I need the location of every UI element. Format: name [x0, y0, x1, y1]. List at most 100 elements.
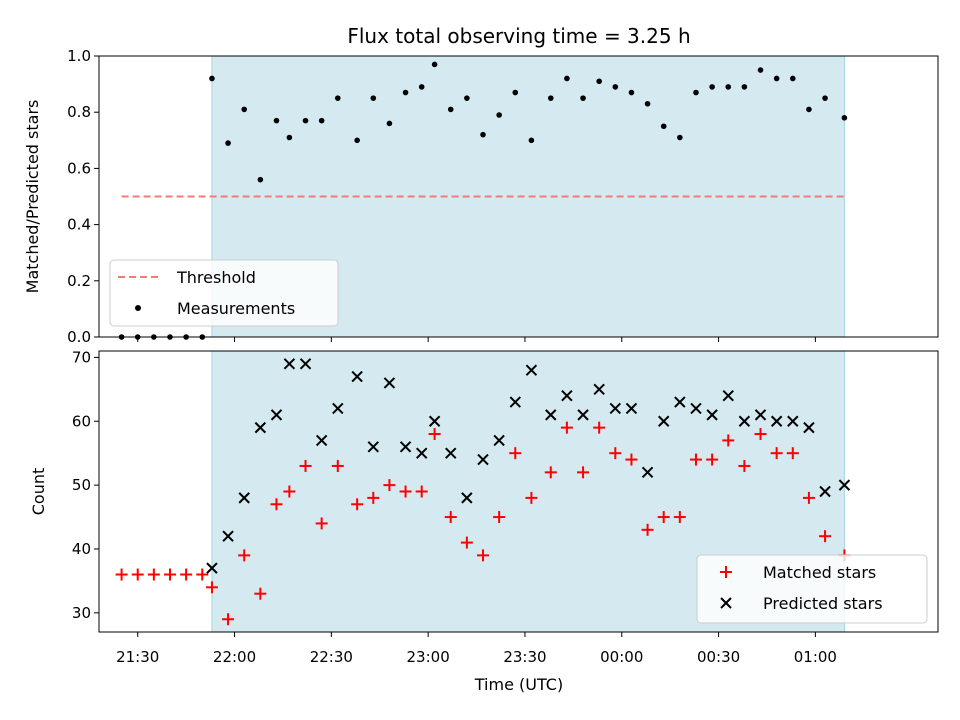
- bottom-xtick-label: 00:00: [600, 648, 643, 666]
- matched-star-point: [819, 530, 832, 543]
- matched-star-point: [641, 523, 654, 536]
- bottom-xtick-label: 22:30: [310, 648, 353, 666]
- matched-star-point: [689, 453, 702, 466]
- matched-star-point: [180, 568, 193, 581]
- predicted-star-point: [206, 562, 218, 574]
- predicted-star-point: [509, 396, 521, 408]
- predicted-star-point: [315, 434, 328, 447]
- measurement-point: [596, 78, 602, 85]
- legend-threshold-label: Threshold: [176, 268, 256, 287]
- matched-stars-points: [115, 421, 851, 626]
- matched-star-point: [577, 466, 590, 479]
- measurement-point: [386, 120, 393, 127]
- matched-star-point: [270, 498, 283, 511]
- matched-star-point: [331, 459, 344, 472]
- measurement-point: [418, 84, 425, 90]
- measurement-point: [660, 123, 667, 130]
- measurement-point: [302, 117, 309, 124]
- bottom-ytick-label: 70: [72, 348, 91, 366]
- matched-star-point: [625, 453, 638, 466]
- predicted-star-point: [445, 447, 457, 459]
- measurements-points: [118, 61, 848, 340]
- legend-predicted-label: Predicted stars: [763, 594, 883, 613]
- top-y-ticks: 0.0 0.2 0.4 0.6 0.8 1.0: [67, 47, 99, 346]
- predicted-star-point: [609, 402, 622, 415]
- measurement-point: [564, 75, 570, 82]
- measurement-point: [431, 61, 438, 68]
- measurement-point: [725, 84, 732, 90]
- matched-star-point: [509, 447, 522, 460]
- matched-star-point: [493, 511, 506, 524]
- measurement-point: [480, 131, 486, 138]
- measurement-point: [496, 112, 502, 118]
- bottom-xtick-label: 21:30: [116, 648, 159, 666]
- matched-star-point: [163, 568, 176, 581]
- legend-matched-label: Matched stars: [763, 563, 876, 582]
- predicted-star-point: [399, 441, 412, 453]
- matched-star-point: [706, 453, 719, 466]
- matched-star-point: [283, 485, 296, 498]
- bottom-xtick-label: 22:00: [213, 648, 256, 666]
- measurement-point: [789, 75, 796, 82]
- predicted-star-point: [299, 358, 312, 370]
- measurement-point: [693, 89, 699, 96]
- bottom-y-ticks: 30 40 50 60 70: [72, 348, 99, 622]
- bottom-legend: Matched stars Predicted stars: [696, 554, 928, 624]
- measurement-point: [628, 89, 635, 96]
- matched-star-point: [147, 568, 160, 581]
- measurement-point: [464, 95, 470, 101]
- top-ytick-label: 0.2: [67, 272, 91, 290]
- matched-star-point: [415, 485, 428, 498]
- measurement-point: [354, 137, 360, 144]
- matched-star-point: [560, 421, 573, 434]
- measurement-point: [806, 106, 812, 113]
- legend-measurements-label: Measurements: [177, 299, 295, 318]
- measurement-point: [741, 84, 748, 90]
- measurement-point: [841, 115, 848, 121]
- predicted-star-point: [222, 530, 234, 542]
- matched-star-point: [770, 447, 783, 460]
- legend-predicted-swatch: [720, 597, 732, 609]
- bottom-ytick-label: 60: [72, 412, 91, 430]
- measurement-point: [709, 84, 715, 90]
- matched-star-point: [673, 511, 686, 524]
- matched-star-point: [399, 485, 412, 498]
- bottom-xtick-label: 01:00: [794, 648, 837, 666]
- measurement-point: [209, 75, 215, 82]
- measurement-point: [286, 134, 293, 141]
- predicted-star-point: [770, 415, 783, 427]
- matched-star-point: [254, 587, 267, 600]
- matched-star-point: [722, 434, 735, 447]
- predicted-star-point: [383, 377, 396, 389]
- measurement-point: [402, 89, 409, 96]
- measurement-point: [512, 89, 519, 96]
- predicted-star-point: [593, 383, 605, 396]
- measurement-point: [677, 134, 683, 141]
- predicted-star-point: [525, 364, 538, 376]
- predicted-star-point: [787, 415, 799, 427]
- measurement-point: [773, 75, 780, 82]
- predicted-star-point: [351, 370, 363, 383]
- chart-title: Flux total observing time = 3.25 h: [347, 24, 690, 48]
- matched-star-point: [609, 447, 622, 460]
- matched-star-point: [802, 491, 815, 504]
- matched-star-point: [460, 536, 473, 549]
- bottom-ytick-label: 30: [72, 604, 91, 622]
- top-y-axis-label: Matched/Predicted stars: [23, 100, 42, 294]
- measurement-point: [273, 117, 280, 124]
- top-ytick-label: 0.6: [67, 159, 91, 177]
- predicted-star-point: [545, 409, 557, 421]
- measurement-point: [580, 95, 586, 101]
- matched-star-point: [115, 568, 128, 581]
- matched-star-point: [222, 613, 235, 626]
- predicted-star-point: [238, 492, 250, 504]
- bottom-legend-box: [696, 554, 928, 624]
- top-panel: 0.0 0.2 0.4 0.6 0.8 1.0 Matched/Predicted sta…: [23, 47, 939, 346]
- matched-star-point: [544, 466, 557, 479]
- top-x-ticks: [137, 337, 816, 342]
- matched-star-point: [428, 428, 441, 441]
- bottom-xtick-label: 23:30: [503, 648, 546, 666]
- predicted-star-point: [415, 447, 428, 459]
- predicted-star-point: [283, 358, 296, 370]
